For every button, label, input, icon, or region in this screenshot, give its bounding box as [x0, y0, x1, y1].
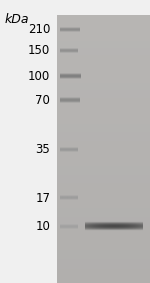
Text: 150: 150: [28, 44, 50, 57]
Text: 210: 210: [28, 23, 50, 36]
Text: 17: 17: [35, 192, 50, 205]
Text: 70: 70: [35, 94, 50, 107]
Text: 100: 100: [28, 70, 50, 83]
Text: 35: 35: [36, 143, 50, 156]
FancyBboxPatch shape: [0, 0, 54, 283]
Text: 10: 10: [35, 220, 50, 233]
Text: kDa: kDa: [4, 13, 29, 26]
